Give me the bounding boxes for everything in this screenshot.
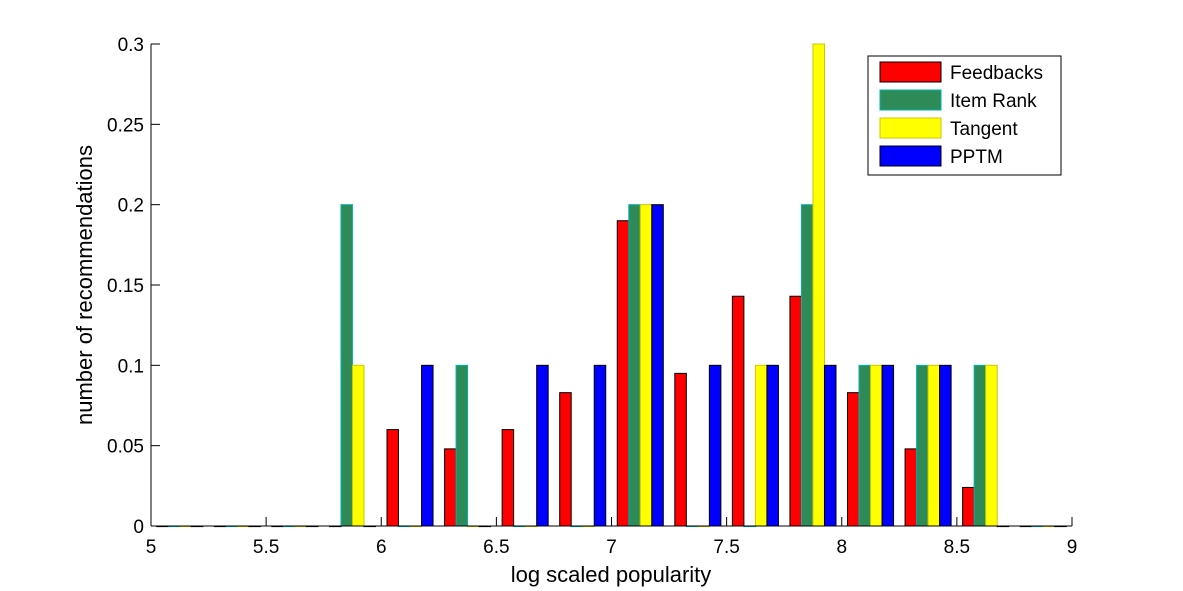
bar-item-rank-12 [858, 364, 872, 527]
bar-item-rank-13 [916, 364, 929, 527]
x-tick-label: 7.5 [713, 537, 739, 558]
bar-pptm-4 [421, 364, 434, 527]
bar-feedbacks-8 [616, 220, 630, 527]
x-tick-label: 5 [146, 537, 157, 558]
bar-tangent-3 [351, 364, 365, 527]
bar-tangent-11 [812, 43, 825, 527]
bar-feedbacks-12 [847, 392, 860, 527]
bar-tangent-8 [639, 204, 653, 527]
bar-pptm-11 [823, 364, 837, 527]
bar-pptm-6 [536, 364, 549, 527]
y-tick-label: 0.3 [118, 35, 144, 56]
y-axis-label: number of recommendations [72, 145, 97, 425]
legend-label-item-rank: Item Rank [950, 91, 1037, 112]
bar-pptm-10 [766, 364, 779, 527]
bar-feedbacks-10 [731, 295, 745, 527]
bar-pptm-7 [593, 364, 607, 527]
legend-label-pptm: PPTM [950, 147, 1003, 168]
bar-feedbacks-5 [444, 448, 457, 527]
y-tick-label: 0 [133, 517, 144, 538]
x-tick-label: 6 [376, 537, 387, 558]
legend-swatch-item-rank [879, 89, 942, 111]
bar-pptm-9 [708, 364, 722, 527]
bar-feedbacks-11 [789, 295, 802, 527]
x-tick-label: 8 [836, 537, 847, 558]
bar-pptm-13 [939, 364, 952, 527]
bar-feedbacks-7 [559, 392, 572, 527]
bars-group [156, 43, 1067, 528]
bar-feedbacks-13 [904, 448, 918, 527]
legend-swatch-feedbacks [879, 61, 942, 83]
bar-tangent-14 [985, 364, 998, 527]
y-tick-label: 0.05 [107, 437, 144, 458]
bar-item-rank-3 [340, 204, 353, 527]
bar-item-rank-5 [455, 364, 469, 527]
bar-pptm-12 [881, 364, 895, 527]
legend-label-tangent: Tangent [950, 119, 1018, 140]
x-tick-label: 6.5 [483, 537, 509, 558]
bar-tangent-10 [754, 364, 768, 527]
x-tick-label: 7 [606, 537, 617, 558]
x-ticks: 5 5.5 6 6.5 7 7.5 8 8.5 9 [146, 517, 1078, 558]
x-axis-label: log scaled popularity [511, 562, 712, 587]
y-tick-label: 0.1 [118, 356, 144, 377]
legend-label-feedbacks: Feedbacks [950, 63, 1043, 84]
x-tick-label: 9 [1067, 537, 1078, 558]
legend-swatch-tangent [879, 117, 942, 139]
bar-item-rank-11 [800, 204, 814, 527]
y-tick-label: 0.2 [118, 196, 144, 217]
bar-tangent-13 [927, 364, 941, 527]
bar-feedbacks-14 [962, 486, 975, 527]
legend-swatch-pptm [879, 145, 942, 167]
bar-pptm-8 [651, 204, 664, 527]
bar-feedbacks-9 [674, 372, 687, 527]
y-ticks: 0 0.05 0.1 0.15 0.2 0.25 0.3 [107, 35, 160, 538]
y-tick-label: 0.25 [107, 115, 144, 136]
x-tick-label: 8.5 [944, 537, 970, 558]
bar-item-rank-8 [628, 204, 641, 527]
bar-feedbacks-6 [501, 429, 515, 527]
x-tick-label: 5.5 [253, 537, 279, 558]
bar-item-rank-14 [973, 364, 987, 527]
legend: Feedbacks Item Rank Tangent PPTM [867, 55, 1062, 176]
bar-tangent-12 [870, 364, 883, 527]
bar-feedbacks-4 [386, 429, 400, 527]
y-tick-label: 0.15 [107, 276, 144, 297]
